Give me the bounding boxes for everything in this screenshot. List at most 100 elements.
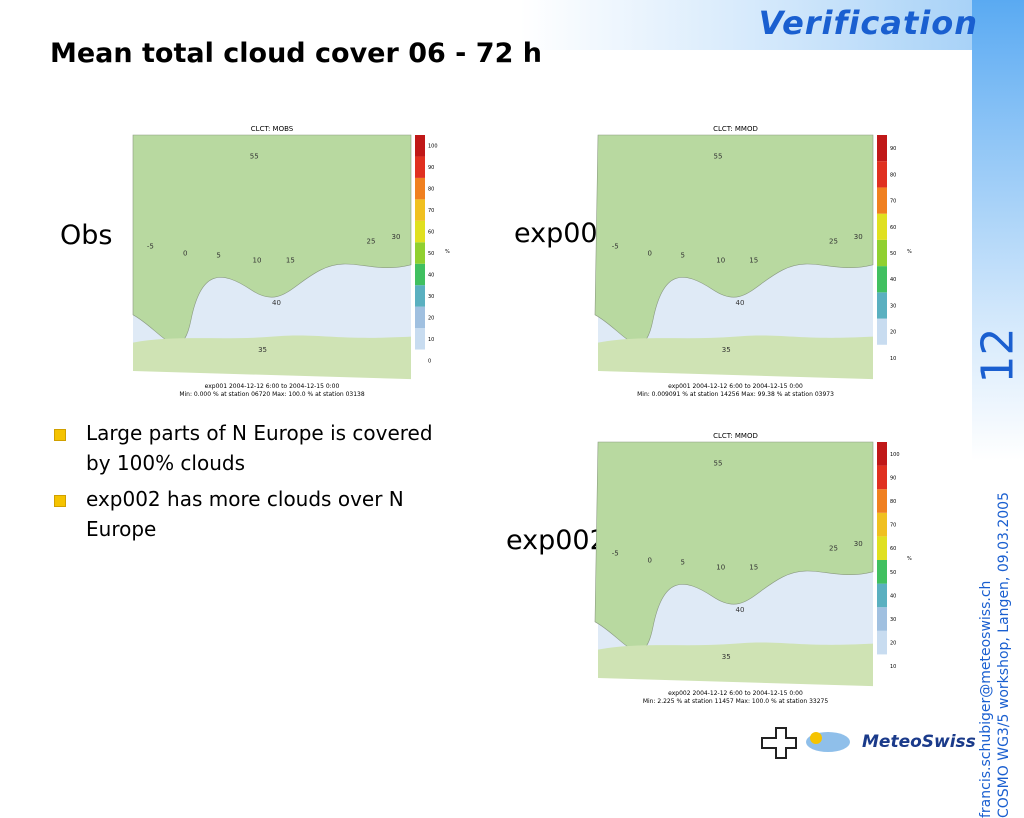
bullet: Large parts of N Europe is covered by 10… — [50, 418, 460, 478]
colorbar-tick-label: 60 — [890, 546, 896, 552]
colorbar-segment — [877, 135, 887, 162]
colorbar-tick-label: 80 — [428, 187, 434, 193]
colorbar-tick-label: 30 — [890, 303, 896, 309]
colorbar-segment — [415, 199, 425, 221]
colorbar-tick-label: 70 — [890, 199, 896, 205]
grid-label: 5 — [216, 252, 220, 260]
colorbar-tick-label: 10 — [428, 337, 434, 343]
grid-label: -5 — [612, 242, 619, 250]
grid-label: 30 — [854, 540, 863, 548]
colorbar-segment — [877, 344, 887, 371]
colorbar-tick-label: 70 — [890, 523, 896, 529]
colorbar-segment — [877, 630, 887, 655]
map-caption: Min: 0.000 % at station 06720 Max: 100.0… — [179, 391, 365, 398]
grid-label: 55 — [714, 153, 723, 161]
colorbar-tick-label: 50 — [890, 570, 896, 576]
grid-label: 25 — [367, 238, 376, 246]
colorbar-segment — [877, 560, 887, 584]
colorbar-segment — [415, 135, 425, 157]
grid-label: 55 — [714, 460, 723, 468]
grid-label: 10 — [253, 256, 262, 264]
bullet: exp002 has more clouds over N Europe — [50, 484, 460, 544]
grid-label: 35 — [722, 653, 731, 661]
colorbar-tick-label: 70 — [428, 208, 434, 214]
colorbar-segment — [415, 328, 425, 350]
grid-label: 0 — [648, 249, 652, 257]
map-caption: exp002 2004-12-12 6:00 to 2004-12-15 0:0… — [668, 690, 803, 697]
grid-label: 5 — [681, 252, 685, 260]
colorbar-tick-label: 100 — [890, 452, 900, 458]
colorbar-tick-label: 80 — [890, 172, 896, 178]
grid-label: 15 — [749, 563, 758, 571]
colorbar-tick-label: 60 — [428, 230, 434, 236]
footer-text: francis.schubiger@meteoswiss.ch COSMO WG3… — [977, 388, 1013, 818]
grid-label: 25 — [829, 238, 838, 246]
colorbar-segment — [877, 292, 887, 319]
colorbar-tick-label: 40 — [890, 593, 896, 599]
colorbar-segment — [877, 583, 887, 608]
grid-label: 40 — [272, 299, 281, 307]
grid-label: 35 — [258, 346, 267, 354]
side-bar — [972, 0, 1024, 768]
grid-label: 35 — [722, 346, 731, 354]
map-label: exp002 — [506, 525, 607, 556]
colorbar-segment — [877, 318, 887, 345]
colorbar-segment — [877, 266, 887, 293]
colorbar-segment — [415, 156, 425, 178]
colorbar-tick-label: 40 — [890, 277, 896, 283]
colorbar-tick-label: 100 — [428, 144, 438, 150]
top-bar — [520, 0, 972, 50]
map-caption: exp001 2004-12-12 6:00 to 2004-12-15 0:0… — [205, 383, 340, 390]
map-title: CLCT: MMOD — [713, 432, 758, 440]
grid-label: 15 — [749, 256, 758, 264]
grid-label: 30 — [392, 233, 401, 241]
colorbar-segment — [415, 349, 425, 371]
colorbar-segment — [415, 242, 425, 264]
colorbar-segment — [877, 442, 887, 466]
grid-label: 30 — [854, 233, 863, 241]
grid-label: 25 — [829, 545, 838, 553]
grid-label: 0 — [648, 556, 652, 564]
colorbar-segment — [877, 654, 887, 678]
maps: CLCT: MOBS exp001 2004-12-12 6:00 to 2004… — [132, 125, 912, 705]
map-caption: Min: 0.009091 % at station 14256 Max: 99… — [637, 391, 834, 398]
colorbar-tick-label: 90 — [890, 146, 896, 152]
slide-number: 12 — [972, 327, 1024, 384]
event: COSMO WG3/5 workshop, Langen, 09.03.2005 — [996, 492, 1012, 818]
colorbar-segment — [877, 536, 887, 560]
email: francis.schubiger@meteoswiss.ch — [978, 580, 994, 818]
colorbar-tick-label: 20 — [890, 330, 896, 336]
grid-label: -5 — [147, 242, 154, 250]
map-land — [598, 642, 873, 687]
grid-label: -5 — [612, 549, 619, 557]
map-title: CLCT: MMOD — [713, 125, 758, 133]
map-caption: Min: 2.225 % at station 11457 Max: 100.0… — [643, 698, 829, 705]
logo-icon — [761, 727, 850, 759]
map-land — [598, 335, 873, 380]
colorbar-segment — [877, 489, 887, 513]
colorbar-segment — [877, 465, 887, 490]
colorbar-tick-label: 10 — [890, 356, 896, 362]
map-caption: exp001 2004-12-12 6:00 to 2004-12-15 0:0… — [668, 383, 803, 390]
grid-label: 5 — [681, 559, 685, 567]
colorbar-tick-label: 40 — [428, 272, 434, 278]
map-title: CLCT: MOBS — [251, 125, 294, 133]
colorbar-segment — [415, 285, 425, 307]
grid-label: 55 — [250, 153, 259, 161]
bullet-list: Large parts of N Europe is covered by 10… — [50, 418, 460, 550]
colorbar-segment — [877, 161, 887, 188]
colorbar-tick-label: 90 — [890, 475, 896, 481]
colorbar-tick-label: 60 — [890, 225, 896, 231]
colorbar-tick-label: 20 — [428, 315, 434, 321]
colorbar-tick-label: 50 — [890, 251, 896, 257]
grid-label: 10 — [716, 256, 725, 264]
colorbar-segment — [877, 239, 887, 267]
colorbar-segment — [877, 607, 887, 631]
colorbar-tick-label: 90 — [428, 165, 434, 171]
grid-label: 40 — [736, 606, 745, 614]
colorbar-segment — [415, 263, 425, 286]
colorbar-segment — [415, 306, 425, 329]
colorbar-unit: % — [907, 249, 912, 255]
colorbar-tick-label: 0 — [428, 358, 431, 364]
colorbar-segment — [877, 213, 887, 240]
